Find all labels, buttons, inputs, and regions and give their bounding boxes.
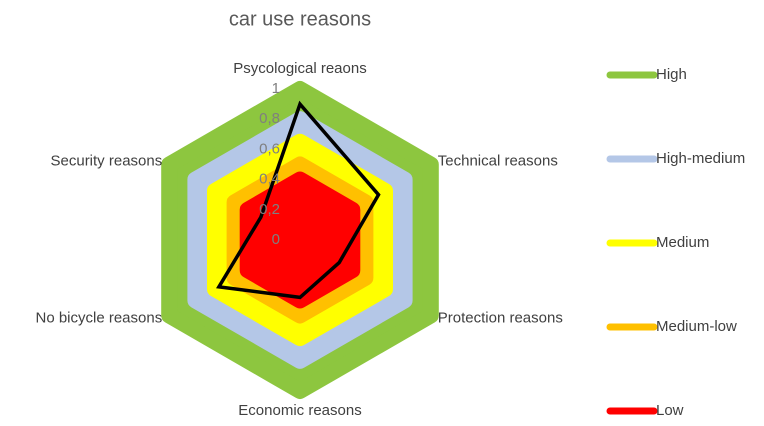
r-tick-label: 0,8 <box>259 110 280 127</box>
category-label: Security reasons <box>51 152 163 169</box>
category-label: Protection reasons <box>438 309 563 326</box>
legend-label: High-medium <box>656 150 745 167</box>
r-tick-label: 0,6 <box>259 140 280 157</box>
r-tick-label: 1 <box>272 80 280 97</box>
category-label: No bicycle reasons <box>35 309 162 326</box>
legend-label: Low <box>656 402 684 419</box>
legend-label: High <box>656 66 687 83</box>
radar-area <box>239 171 361 309</box>
category-label: Psycological reaons <box>233 60 366 77</box>
legend-label: Medium <box>656 234 709 251</box>
radar-line <box>216 100 381 300</box>
chart-title: car use reasons <box>229 8 371 30</box>
category-label: Economic reasons <box>238 402 361 419</box>
r-tick-label: 0,2 <box>259 201 280 218</box>
r-tick-label: 0,4 <box>259 171 280 188</box>
legend-label: Medium-low <box>656 318 737 335</box>
category-label: Technical reasons <box>438 152 558 169</box>
r-tick-label: 0 <box>272 231 280 248</box>
